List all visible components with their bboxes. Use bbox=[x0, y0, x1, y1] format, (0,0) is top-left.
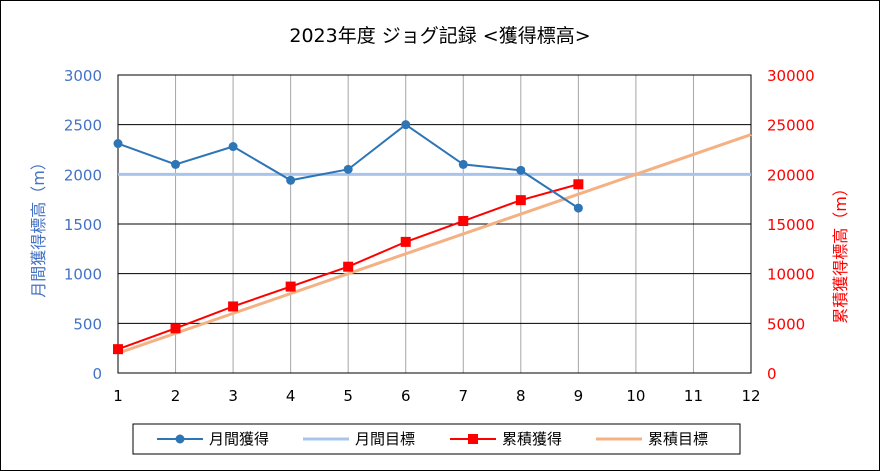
data-point bbox=[401, 120, 411, 130]
legend-box bbox=[132, 423, 741, 455]
y-left-tick-label: 500 bbox=[73, 315, 102, 333]
y-right-tick-label: 15000 bbox=[767, 216, 815, 234]
data-point bbox=[516, 165, 526, 175]
legend-marker bbox=[175, 434, 185, 444]
data-point bbox=[343, 261, 354, 272]
y-left-tick-label: 3000 bbox=[64, 67, 102, 85]
data-point bbox=[170, 323, 181, 334]
y-right-axis-title: 累積獲得標高（m） bbox=[831, 180, 850, 324]
x-tick-label: 6 bbox=[401, 387, 411, 405]
y-right-tick-label: 0 bbox=[767, 365, 777, 383]
y-left-tick-label: 1500 bbox=[64, 216, 102, 234]
data-point bbox=[285, 281, 296, 292]
legend-label: 累積獲得 bbox=[502, 430, 562, 448]
y-left-tick-label: 1000 bbox=[64, 266, 102, 284]
y-left-tick-label: 2500 bbox=[64, 117, 102, 135]
plot-border bbox=[117, 74, 752, 374]
data-point bbox=[228, 142, 238, 152]
y-right-tick-label: 10000 bbox=[767, 266, 815, 284]
data-point bbox=[400, 236, 411, 247]
legend-label: 月間目標 bbox=[355, 430, 415, 448]
data-point bbox=[458, 216, 469, 227]
y-right-tick-label: 30000 bbox=[767, 67, 815, 85]
y-right-tick-label: 25000 bbox=[767, 117, 815, 135]
data-point bbox=[171, 159, 181, 169]
x-tick-label: 12 bbox=[741, 387, 760, 405]
y-left-tick-label: 2000 bbox=[64, 166, 102, 184]
legend-marker bbox=[468, 434, 478, 444]
data-point bbox=[113, 344, 123, 355]
data-point bbox=[573, 179, 584, 190]
x-tick-label: 11 bbox=[684, 387, 703, 405]
x-tick-label: 8 bbox=[516, 387, 526, 405]
x-tick-label: 7 bbox=[458, 387, 468, 405]
x-tick-label: 10 bbox=[626, 387, 645, 405]
series-line-3 bbox=[117, 133, 752, 355]
data-point bbox=[573, 203, 583, 213]
data-point bbox=[515, 195, 526, 206]
x-tick-label: 3 bbox=[228, 387, 238, 405]
x-tick-label: 4 bbox=[286, 387, 296, 405]
y-left-axis-title: 月間獲得標高（m） bbox=[29, 154, 48, 298]
data-point bbox=[113, 139, 123, 149]
x-tick-label: 2 bbox=[171, 387, 181, 405]
data-point bbox=[286, 175, 296, 185]
legend-label: 月間獲得 bbox=[209, 430, 269, 448]
x-tick-label: 9 bbox=[574, 387, 584, 405]
data-point bbox=[458, 159, 468, 169]
chart-title: 2023年度 ジョグ記録 <獲得標高> bbox=[289, 25, 590, 47]
y-left-tick-label: 0 bbox=[92, 365, 102, 383]
data-point bbox=[228, 301, 239, 312]
y-right-tick-label: 20000 bbox=[767, 166, 815, 184]
y-right-tick-label: 5000 bbox=[767, 315, 805, 333]
data-point bbox=[343, 164, 353, 174]
x-tick-label: 1 bbox=[113, 387, 123, 405]
legend-label: 累積目標 bbox=[648, 430, 708, 448]
x-tick-label: 5 bbox=[343, 387, 353, 405]
